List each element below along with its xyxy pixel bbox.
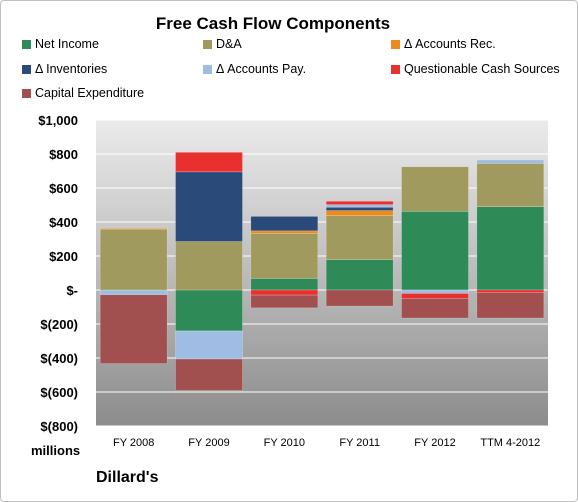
- bar-segment: [250, 216, 319, 232]
- legend-item-inventories: Δ Inventories: [22, 61, 107, 77]
- x-tick-label: FY 2010: [264, 437, 305, 449]
- bar-segment: [476, 159, 545, 164]
- bar-segment: [401, 289, 469, 294]
- legend-item-questionable-cash: Questionable Cash Sources: [391, 61, 560, 77]
- y-tick-label: $600: [49, 181, 78, 196]
- y-tick-label: $-: [66, 283, 78, 298]
- x-tick-label: TTM 4-2012: [480, 437, 540, 449]
- y-tick-label: $(400): [40, 351, 78, 366]
- legend-label: D&A: [216, 37, 242, 51]
- bar-segment: [476, 206, 545, 291]
- y-tick-label: $800: [49, 147, 78, 162]
- bar-segment: [99, 227, 168, 230]
- legend-label: Capital Expenditure: [35, 86, 145, 100]
- y-tick-label: $400: [49, 215, 78, 230]
- bar-segment: [325, 204, 394, 208]
- bar-segment: [401, 166, 469, 212]
- bar-segment: [175, 152, 243, 173]
- bar-segment: [175, 171, 243, 242]
- bar-segment: [401, 210, 469, 291]
- bar-segment: [325, 200, 394, 205]
- x-tick-label: FY 2008: [113, 437, 154, 449]
- x-tick-label: FY 2011: [339, 437, 380, 449]
- bar-segment: [250, 230, 319, 234]
- bar-segment: [250, 294, 319, 309]
- x-tick-label: FY 2009: [188, 437, 229, 449]
- bar-segment: [325, 210, 394, 217]
- bar-segment: [476, 292, 545, 319]
- bar-segment: [476, 289, 545, 293]
- legend-item-net-income: Net Income: [22, 36, 99, 52]
- y-tick-label: $(200): [40, 317, 78, 332]
- legend-item-accounts-pay: Δ Accounts Pay.: [203, 61, 306, 77]
- legend-item-da: D&A: [203, 36, 242, 52]
- legend-label: Δ Accounts Pay.: [216, 62, 307, 76]
- y-tick-label: $1,000: [38, 113, 78, 128]
- source-label: Dillard's: [96, 469, 159, 486]
- legend-swatch: [22, 89, 31, 98]
- legend-swatch: [391, 40, 400, 49]
- legend-item-capex: Capital Expenditure: [22, 85, 144, 101]
- bar-segment: [476, 163, 545, 208]
- y-tick-label: $(600): [40, 385, 78, 400]
- bar-segment: [175, 330, 243, 360]
- legend-label: Δ Inventories: [35, 62, 108, 76]
- bar-segment: [325, 289, 394, 307]
- y-tick-label: $(800): [40, 419, 78, 434]
- bars: [99, 152, 545, 391]
- y-tick-label: $200: [49, 249, 78, 264]
- legend-label: Net Income: [35, 37, 99, 51]
- bar-segment: [325, 215, 394, 260]
- bar-segment: [325, 206, 394, 211]
- bar-segment: [250, 278, 319, 291]
- bar-segment: [250, 233, 319, 279]
- legend-swatch: [203, 40, 212, 49]
- units-label: millions: [31, 443, 81, 458]
- bar-segment: [401, 298, 469, 319]
- legend-label: Questionable Cash Sources: [404, 62, 560, 76]
- x-axis-ticks: FY 2008 FY 2009 FY 2010 FY 2011 FY 2012 TTM 4…: [113, 437, 540, 449]
- gridlines: [96, 119, 548, 427]
- bar-segment: [99, 228, 168, 291]
- y-axis-ticks: $(800) $(600) $(400) $(200) $- $200 $400 $600 $8…: [38, 113, 78, 434]
- x-tick-label: FY 2012: [414, 437, 455, 449]
- chart-title: Free Cash Flow Components: [155, 14, 391, 33]
- legend-item-accounts-rec: Δ Accounts Rec.: [391, 36, 496, 52]
- bar-segment: [175, 358, 243, 391]
- legend-swatch: [22, 40, 31, 49]
- bar-segment: [99, 294, 168, 364]
- legend-swatch: [203, 65, 212, 74]
- bar-segment: [175, 289, 243, 332]
- legend-label: Δ Accounts Rec.: [404, 37, 496, 51]
- bar-segment: [401, 293, 469, 299]
- legend-swatch: [391, 65, 400, 74]
- bar-segment: [325, 259, 394, 291]
- plot-background: [96, 120, 548, 426]
- bar-segment: [250, 289, 319, 296]
- legend-swatch: [22, 65, 31, 74]
- bar-segment: [99, 290, 168, 296]
- bar-segment: [175, 241, 243, 291]
